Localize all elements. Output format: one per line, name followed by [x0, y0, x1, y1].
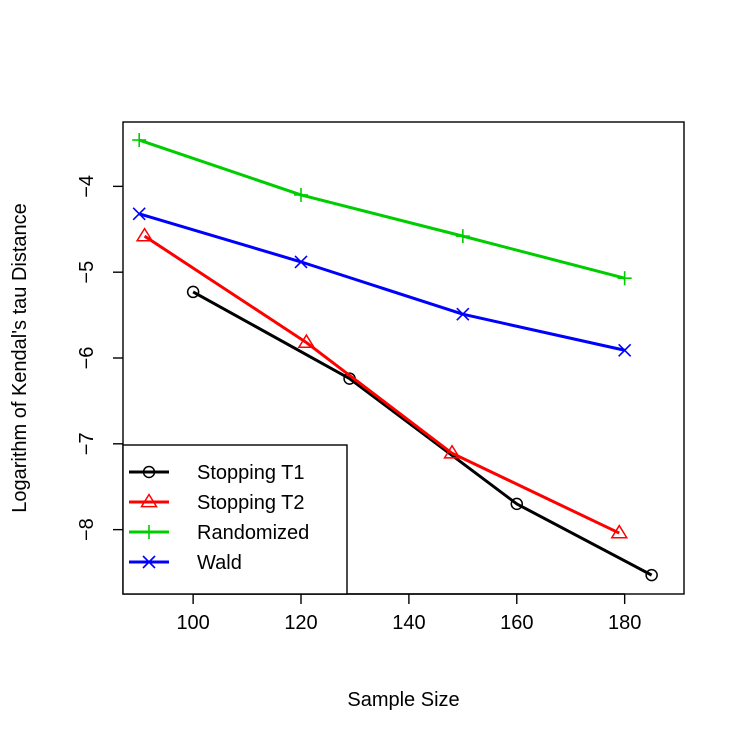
- legend: Stopping T1 Stopping T2 Randomized Wald: [122, 444, 348, 595]
- y-axis-title: Logarithm of Kendal's tau Distance: [9, 203, 31, 513]
- legend-item: Randomized: [129, 522, 309, 544]
- series-line: [143, 234, 620, 535]
- series-2: [132, 133, 632, 286]
- x-tick-label: 140: [392, 612, 425, 634]
- legend-box: [122, 444, 348, 595]
- data-point: [618, 343, 632, 357]
- y-tick-label: −4: [76, 175, 98, 198]
- data-point: [510, 497, 524, 511]
- legend-label: Wald: [197, 552, 242, 574]
- legend-label: Stopping T2: [197, 492, 305, 514]
- legend-item: Wald: [129, 552, 242, 574]
- x-tick-label: 180: [608, 612, 641, 634]
- data-point: [456, 307, 470, 321]
- data-point: [294, 187, 309, 202]
- x-tick-label: 100: [176, 612, 209, 634]
- series-0: [186, 285, 658, 582]
- data-point: [135, 227, 154, 242]
- x-axis-title: Sample Size: [347, 689, 459, 711]
- data-point: [610, 524, 629, 539]
- data-point: [132, 207, 146, 221]
- data-point: [297, 333, 316, 348]
- data-point: [443, 444, 461, 459]
- y-tick-label: −7: [76, 432, 98, 455]
- x-tick-label: 160: [500, 612, 533, 634]
- data-point: [186, 285, 200, 299]
- y-tick-label: −5: [76, 261, 98, 284]
- x-tick-label: 120: [284, 612, 317, 634]
- y-axis: −8 −7 −6 −5 −4: [76, 175, 123, 541]
- series-line: [138, 138, 626, 280]
- series-line: [138, 212, 625, 352]
- legend-marker: [142, 555, 156, 569]
- y-tick-label: −6: [76, 347, 98, 370]
- x-axis: 100 120 140 160 180: [176, 593, 641, 634]
- y-tick-label: −8: [76, 518, 98, 541]
- legend-item: Stopping T2: [129, 492, 305, 514]
- legend-label: Stopping T1: [197, 462, 305, 484]
- series-1: [135, 227, 629, 539]
- data-point: [617, 271, 632, 286]
- legend-marker: [142, 525, 156, 539]
- data-point: [455, 229, 470, 244]
- legend-label: Randomized: [197, 522, 309, 544]
- legend-marker: [142, 465, 156, 479]
- series-line: [192, 290, 653, 577]
- series-3: [132, 207, 632, 357]
- data-point: [645, 568, 658, 582]
- data-point: [132, 133, 147, 148]
- data-point: [294, 255, 308, 269]
- plot-area: [132, 133, 658, 582]
- legend-marker: [140, 493, 158, 508]
- legend-item: Stopping T1: [129, 462, 305, 484]
